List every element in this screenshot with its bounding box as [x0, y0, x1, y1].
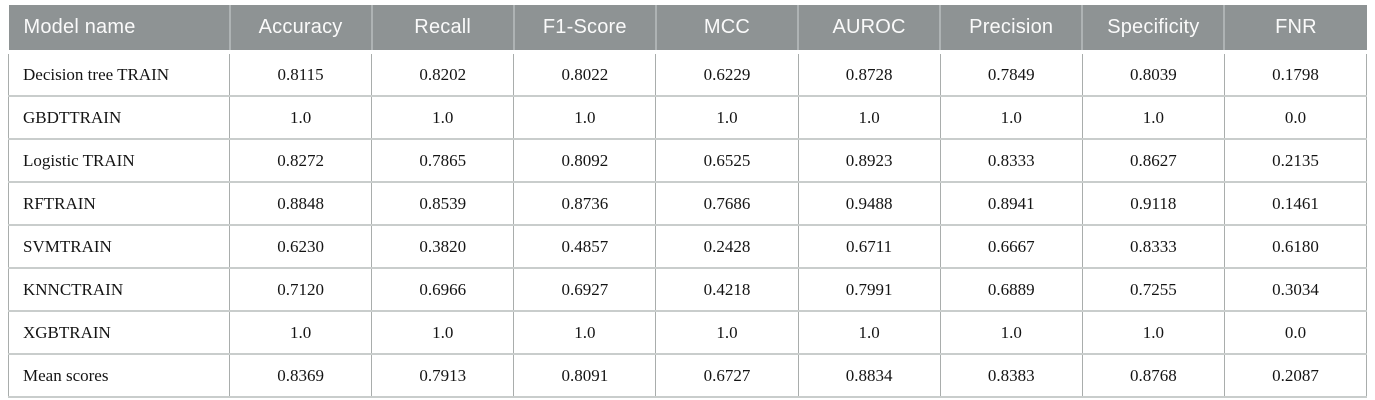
table-cell: 0.8022 [513, 51, 657, 97]
table-cell: 1.0 [513, 95, 657, 140]
table-cell: 0.9118 [1081, 181, 1225, 226]
table-cell: 0.8092 [513, 138, 657, 183]
table-cell: 0.1461 [1223, 181, 1368, 226]
model-name-cell: Mean scores [8, 353, 230, 398]
table-cell: 0.7913 [371, 353, 515, 398]
table-cell: 0.7686 [655, 181, 799, 226]
table-cell: 0.0 [1223, 310, 1368, 355]
table-cell: 1.0 [513, 310, 657, 355]
table-cell: 0.8039 [1081, 51, 1225, 97]
table-row-logistic-train: Logistic TRAIN 0.8272 0.7865 0.8092 0.65… [8, 138, 1368, 183]
column-header-f1-score: F1-Score [512, 5, 656, 54]
table-cell: 0.6667 [939, 224, 1083, 269]
table-cell: 0.8728 [797, 51, 941, 97]
column-header-accuracy: Accuracy [228, 5, 372, 54]
table-cell: 0.8539 [371, 181, 515, 226]
table-cell: 1.0 [1081, 310, 1225, 355]
table-cell: 0.2428 [655, 224, 799, 269]
table-cell: 0.8768 [1081, 353, 1225, 398]
table-row-xgbtrain: XGBTRAIN 1.0 1.0 1.0 1.0 1.0 1.0 1.0 0.0 [8, 310, 1368, 355]
column-header-precision: Precision [939, 5, 1083, 54]
table-cell: 1.0 [939, 310, 1083, 355]
table-cell: 0.0 [1223, 95, 1368, 140]
table-cell: 1.0 [939, 95, 1083, 140]
table-cell: 0.6889 [939, 267, 1083, 312]
column-header-fnr: FNR [1223, 5, 1367, 54]
table-cell: 0.7849 [939, 51, 1083, 97]
header-row: Model name Accuracy Recall F1-Score MCC … [8, 5, 1367, 54]
table-cell: 0.8202 [371, 51, 515, 97]
column-header-specificity: Specificity [1081, 5, 1225, 54]
table-cell: 0.8272 [228, 138, 373, 183]
table-cell: 0.4857 [513, 224, 657, 269]
table-cell: 0.8941 [939, 181, 1083, 226]
model-name-cell: Logistic TRAIN [8, 138, 230, 183]
model-name-cell: XGBTRAIN [8, 310, 230, 355]
model-name-cell: KNNCTRAIN [8, 267, 230, 312]
column-header-auroc: AUROC [796, 5, 941, 54]
table-cell: 0.8369 [228, 353, 373, 398]
table-cell: 0.6525 [655, 138, 799, 183]
table-cell: 0.6927 [513, 267, 657, 312]
table-header: Model name Accuracy Recall F1-Score MCC … [8, 5, 1367, 54]
table-cell: 0.7865 [371, 138, 515, 183]
table-row-rftrain: RFTRAIN 0.8848 0.8539 0.8736 0.7686 0.94… [8, 181, 1368, 226]
table-cell: 0.6711 [797, 224, 941, 269]
table-cell: 0.8333 [1081, 224, 1225, 269]
column-header-mcc: MCC [654, 5, 798, 54]
column-header-recall: Recall [370, 5, 514, 54]
table-row-decision-tree-train: Decision tree TRAIN 0.8115 0.8202 0.8022… [8, 51, 1368, 97]
model-name-cell: Decision tree TRAIN [8, 51, 230, 97]
table-cell: 0.7120 [228, 267, 373, 312]
table-cell: 0.4218 [655, 267, 799, 312]
column-header-model-name: Model name [8, 5, 230, 54]
table-row-gbdttrain: GBDTTRAIN 1.0 1.0 1.0 1.0 1.0 1.0 1.0 0.… [8, 95, 1368, 140]
table-cell: 0.6180 [1223, 224, 1368, 269]
table-cell: 0.6727 [655, 353, 799, 398]
model-name-cell: RFTRAIN [8, 181, 230, 226]
table-cell: 0.3820 [371, 224, 515, 269]
table-cell: 0.8834 [797, 353, 941, 398]
model-name-cell: SVMTRAIN [8, 224, 230, 269]
table-cell: 0.6230 [228, 224, 373, 269]
table-cell: 0.8333 [939, 138, 1083, 183]
table-cell: 1.0 [1081, 95, 1225, 140]
table-cell: 1.0 [797, 310, 941, 355]
model-metrics-table: Model name Accuracy Recall F1-Score MCC … [8, 5, 1368, 398]
table-cell: 1.0 [228, 95, 373, 140]
table-cell: 0.8923 [797, 138, 941, 183]
table-row-svmtrain: SVMTRAIN 0.6230 0.3820 0.4857 0.2428 0.6… [8, 224, 1368, 269]
table-cell: 1.0 [371, 95, 515, 140]
table-cell: 1.0 [655, 95, 799, 140]
table-body: Decision tree TRAIN 0.8115 0.8202 0.8022… [8, 51, 1368, 398]
table-cell: 0.8383 [939, 353, 1083, 398]
table-cell: 1.0 [228, 310, 373, 355]
table-cell: 0.8115 [228, 51, 373, 97]
table-cell: 0.6229 [655, 51, 799, 97]
table-cell: 0.9488 [797, 181, 941, 226]
table-cell: 0.8736 [513, 181, 657, 226]
table-cell: 0.2087 [1223, 353, 1368, 398]
table-cell: 0.3034 [1223, 267, 1368, 312]
table-cell: 0.8091 [513, 353, 657, 398]
table-cell: 0.6966 [371, 267, 515, 312]
table-cell: 0.7991 [797, 267, 941, 312]
table-cell: 0.7255 [1081, 267, 1225, 312]
table-cell: 0.1798 [1223, 51, 1368, 97]
table-cell: 1.0 [797, 95, 941, 140]
table-cell: 0.8627 [1081, 138, 1225, 183]
table-cell: 0.2135 [1223, 138, 1368, 183]
table-cell: 1.0 [371, 310, 515, 355]
model-name-cell: GBDTTRAIN [8, 95, 230, 140]
table-cell: 0.8848 [228, 181, 373, 226]
table-row-knnctrain: KNNCTRAIN 0.7120 0.6966 0.6927 0.4218 0.… [8, 267, 1368, 312]
table-row-mean-scores: Mean scores 0.8369 0.7913 0.8091 0.6727 … [8, 353, 1368, 398]
table-cell: 1.0 [655, 310, 799, 355]
